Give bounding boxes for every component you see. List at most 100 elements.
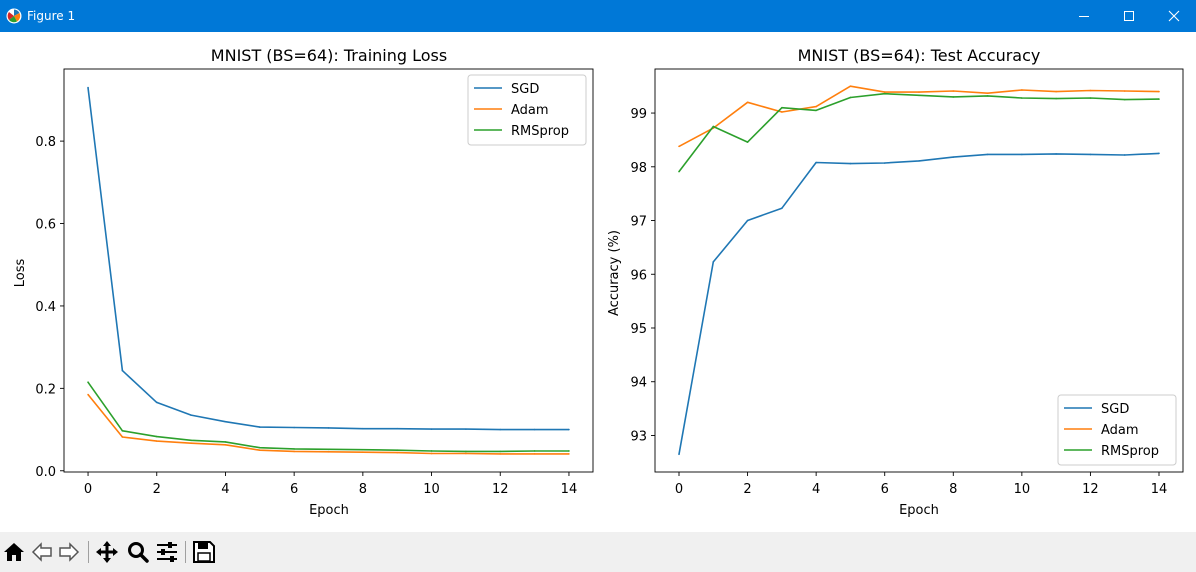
x-tick-label: 8 [949, 482, 957, 497]
data-point-adam [986, 92, 989, 94]
data-point-sgd [121, 369, 124, 372]
minimize-button[interactable] [1061, 0, 1107, 32]
data-point-rmsprop [155, 435, 158, 438]
data-point-sgd [1055, 153, 1057, 155]
maximize-icon [1124, 11, 1134, 21]
pan-icon [96, 541, 118, 563]
data-point-sgd [1021, 153, 1023, 156]
back-arrow-icon [31, 542, 52, 562]
data-point-adam [883, 91, 886, 93]
data-point-adam [430, 452, 433, 455]
data-point-sgd [1123, 154, 1126, 156]
data-point-sgd [1089, 153, 1092, 156]
home-icon [4, 543, 24, 561]
data-point-sgd [1158, 152, 1160, 155]
data-point-rmsprop [883, 92, 886, 95]
legend-label-adam: Adam [1101, 423, 1139, 438]
zoom-icon [128, 542, 149, 563]
data-point-sgd [883, 162, 886, 164]
y-tick-label: 98 [630, 161, 647, 176]
data-point-rmsprop [952, 96, 955, 98]
configure-subplots-button[interactable] [155, 540, 179, 564]
chart-title: MNIST (BS=64): Test Accuracy [798, 46, 1041, 65]
legend-box [1057, 394, 1177, 466]
legend-box [467, 74, 587, 146]
data-point-sgd [430, 428, 433, 430]
data-point-adam [362, 451, 364, 454]
matplotlib-icon [6, 8, 22, 24]
loss-axes: MNIST (BS=64): Training Loss Epoch Loss … [13, 46, 594, 518]
y-tick-label: 93 [630, 429, 647, 444]
y-tick-label: 0.2 [35, 382, 56, 397]
data-point-sgd [815, 161, 817, 164]
back-button[interactable] [30, 540, 54, 564]
y-tick-label: 94 [630, 376, 647, 391]
data-point-adam [1158, 90, 1160, 93]
data-point-rmsprop [499, 450, 502, 453]
y-tick-label: 99 [630, 107, 647, 122]
data-point-adam [87, 393, 89, 396]
x-tick-label: 2 [153, 482, 161, 497]
data-point-sgd [465, 428, 467, 430]
data-point-sgd [224, 420, 227, 423]
figure-svg: MNIST (BS=64): Training Loss Epoch Loss … [13, 46, 1184, 518]
data-point-sgd [396, 427, 399, 430]
data-point-sgd [362, 427, 364, 430]
x-tick-label: 4 [812, 482, 820, 497]
data-point-adam [465, 452, 467, 455]
forward-button[interactable] [57, 540, 81, 564]
data-point-adam [568, 453, 570, 455]
x-tick-label: 10 [423, 482, 440, 497]
window-title: Figure 1 [27, 9, 76, 23]
data-point-sgd [87, 86, 89, 89]
data-point-rmsprop [986, 95, 989, 97]
y-tick-label: 0.6 [35, 218, 56, 233]
zoom-button[interactable] [126, 540, 150, 564]
x-tick-label: 8 [359, 482, 367, 497]
data-point-sgd [293, 426, 295, 429]
home-button[interactable] [2, 540, 26, 564]
data-point-rmsprop [1158, 98, 1160, 100]
close-button[interactable] [1151, 0, 1196, 32]
save-icon [193, 541, 215, 563]
toolbar-separator [185, 541, 186, 563]
forward-arrow-icon [59, 542, 80, 562]
data-point-rmsprop [815, 109, 817, 112]
data-point-adam [815, 105, 817, 108]
data-point-rmsprop [362, 448, 364, 451]
data-point-adam [918, 91, 920, 93]
y-axis-label: Loss [13, 259, 28, 288]
data-point-rmsprop [568, 450, 570, 452]
x-tick-label: 10 [1014, 482, 1031, 497]
data-point-adam [781, 111, 783, 113]
x-tick-label: 6 [881, 482, 889, 497]
data-point-adam [499, 453, 502, 455]
data-point-rmsprop [224, 441, 227, 443]
data-point-adam [746, 101, 749, 104]
data-point-adam [121, 436, 124, 438]
x-tick-label: 12 [492, 482, 509, 497]
data-point-adam [190, 442, 192, 444]
x-tick-label: 12 [1082, 482, 1099, 497]
y-axis-label: Accuracy (%) [607, 230, 622, 316]
pan-button[interactable] [95, 540, 119, 564]
close-icon [1168, 10, 1180, 22]
data-point-sgd [952, 156, 955, 158]
data-point-sgd [499, 428, 502, 431]
save-button[interactable] [192, 540, 216, 564]
data-point-adam [849, 85, 852, 87]
chart-title: MNIST (BS=64): Training Loss [211, 46, 447, 65]
data-point-rmsprop [327, 448, 330, 451]
data-point-rmsprop [746, 141, 749, 143]
data-point-rmsprop [190, 439, 192, 442]
x-tick-label: 0 [84, 482, 92, 497]
data-point-rmsprop [849, 96, 852, 99]
legend: SGD Adam RMSprop [1057, 394, 1177, 466]
data-point-sgd [678, 453, 680, 456]
figure-canvas[interactable]: MNIST (BS=64): Training Loss Epoch Loss … [0, 32, 1196, 532]
data-point-rmsprop [1089, 97, 1092, 99]
x-tick-label: 2 [743, 482, 751, 497]
data-point-rmsprop [1123, 98, 1126, 101]
maximize-button[interactable] [1106, 0, 1152, 32]
data-point-rmsprop [87, 381, 89, 383]
